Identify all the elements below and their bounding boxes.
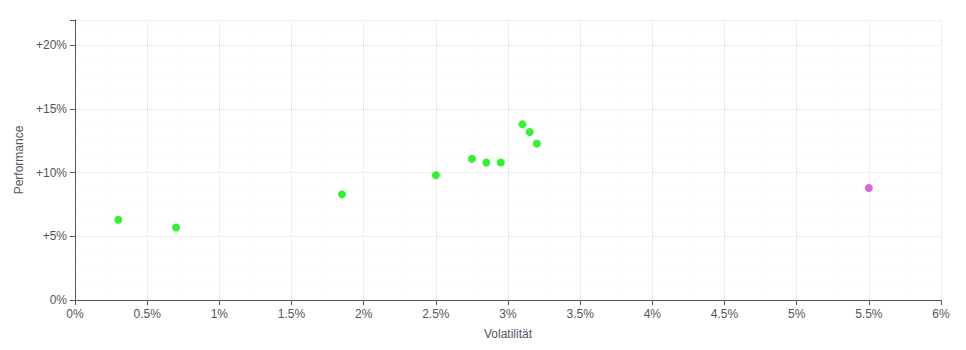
svg-text:+20%: +20% bbox=[36, 38, 67, 52]
svg-text:1%: 1% bbox=[211, 307, 229, 321]
svg-text:5.5%: 5.5% bbox=[855, 307, 883, 321]
svg-text:+5%: +5% bbox=[43, 229, 68, 243]
svg-text:0.5%: 0.5% bbox=[133, 307, 161, 321]
svg-text:3.5%: 3.5% bbox=[566, 307, 594, 321]
svg-text:Volatilität: Volatilität bbox=[484, 327, 533, 341]
svg-text:6%: 6% bbox=[932, 307, 950, 321]
svg-text:4.5%: 4.5% bbox=[711, 307, 739, 321]
svg-text:2%: 2% bbox=[355, 307, 373, 321]
svg-text:1.5%: 1.5% bbox=[278, 307, 306, 321]
svg-text:0%: 0% bbox=[50, 293, 68, 307]
svg-text:2.5%: 2.5% bbox=[422, 307, 450, 321]
svg-text:+10%: +10% bbox=[36, 166, 67, 180]
svg-text:+15%: +15% bbox=[36, 102, 67, 116]
svg-text:0%: 0% bbox=[66, 307, 84, 321]
svg-text:Performance: Performance bbox=[12, 125, 26, 194]
svg-text:5%: 5% bbox=[788, 307, 806, 321]
svg-text:4%: 4% bbox=[644, 307, 662, 321]
svg-text:3%: 3% bbox=[499, 307, 517, 321]
